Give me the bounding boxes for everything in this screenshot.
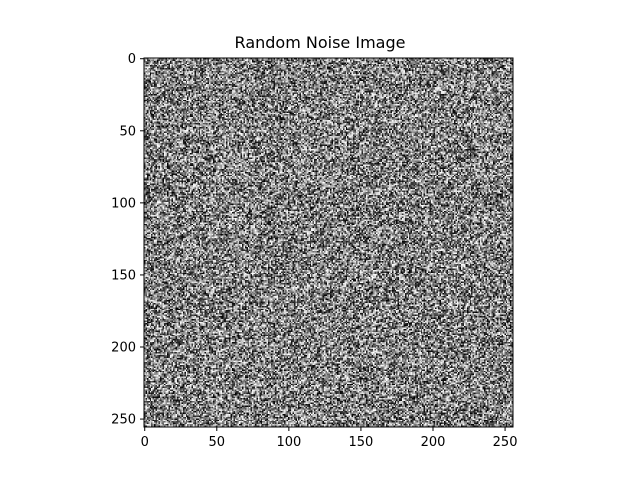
x-tick-label: 250 [493,435,518,450]
x-tick-label: 100 [276,435,301,450]
chart-title: Random Noise Image [234,33,406,52]
x-axis: 0 50 100 150 200 250 [141,427,518,450]
y-axis: 0 50 100 150 200 250 [111,52,144,428]
noise-image [144,58,513,427]
x-tick-label: 0 [141,435,149,450]
x-tick-label: 50 [209,435,226,450]
axes-frame [143,57,514,428]
y-tick-label: 150 [111,268,136,283]
y-tick-label: 100 [111,196,136,211]
y-tick-label: 50 [119,124,136,139]
x-tick-label: 150 [349,435,374,450]
y-tick-label: 200 [111,341,136,356]
x-tick-label: 200 [421,435,446,450]
y-tick-label: 250 [111,413,136,428]
y-tick-label: 0 [128,52,136,67]
